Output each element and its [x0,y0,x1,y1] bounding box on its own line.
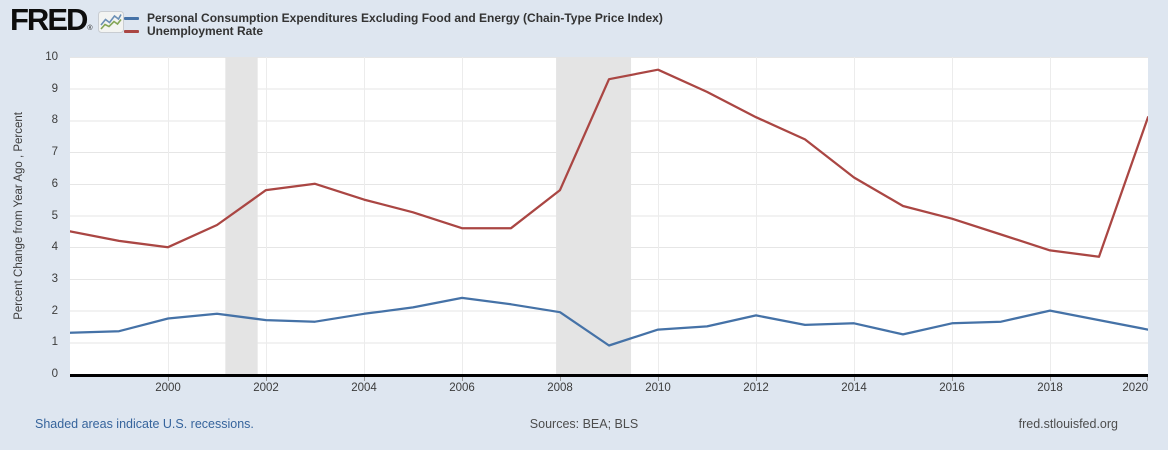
legend: Personal Consumption Expenditures Exclud… [124,12,663,38]
x-tick-mark [1147,377,1148,381]
y-tick-label: 3 [51,272,58,285]
x-axis-line [70,374,1148,377]
series-line-0[interactable] [68,296,1150,347]
x-tick-label: 2018 [1037,382,1063,394]
x-tick-label: 2012 [743,382,769,394]
y-tick-label: 2 [51,304,58,317]
x-tick-mark [266,377,267,381]
recession-band [556,57,632,374]
series-line-1[interactable] [68,68,1150,258]
x-tick-mark [756,377,757,381]
registered-trademark: ® [87,25,93,32]
x-tick-mark [168,377,169,381]
legend-label: Unemployment Rate [147,24,264,38]
legend-item-unemployment[interactable]: Unemployment Rate [124,25,663,38]
x-tick-label: 2000 [155,382,181,394]
footer: Shaded areas indicate U.S. recessions. S… [0,417,1168,437]
x-tick-label: 2008 [547,382,573,394]
y-tick-label: 10 [45,51,58,63]
x-axis-tick-labels: 2000 2002 2004 2006 2008 2010 2012 2014 2016 2018… [70,377,1148,397]
line-chart-icon [97,11,124,33]
site-url-text: fred.stlouisfed.org [1018,417,1118,431]
x-tick-label: 2010 [645,382,671,394]
sources-text: Sources: BEA; BLS [529,417,639,431]
chart-svg [68,57,1150,374]
y-tick-label: 7 [51,146,58,159]
x-tick-mark [560,377,561,381]
y-tick-label: 9 [51,82,58,95]
y-axis-tick-labels: 0 1 2 3 4 5 6 7 8 9 10 [0,51,58,380]
x-tick-mark [1050,377,1051,381]
legend-item-pce[interactable]: Personal Consumption Expenditures Exclud… [124,12,663,25]
y-tick-label: 6 [51,177,58,190]
x-tick-label: 2006 [449,382,475,394]
x-tick-mark [364,377,365,381]
recession-note-link[interactable]: Shaded areas indicate U.S. recessions. [35,417,254,431]
legend-line-swatch-red [124,30,139,33]
fred-logo-text: FRED [10,2,88,37]
legend-line-swatch-blue [124,17,139,20]
x-tick-mark [462,377,463,381]
x-tick-label: 2002 [253,382,279,394]
fred-logo[interactable]: FRED ® [10,2,124,37]
x-tick-label: 2016 [939,382,965,394]
y-tick-label: 8 [51,114,58,127]
x-tick-label: 2004 [351,382,377,394]
x-tick-mark [658,377,659,381]
x-tick-label: 2020 [1122,382,1148,394]
x-tick-mark [854,377,855,381]
y-tick-label: 1 [51,336,58,349]
y-tick-label: 4 [51,241,58,254]
y-tick-label: 0 [51,368,58,380]
x-tick-label: 2014 [841,382,867,394]
plot-area[interactable] [68,57,1150,374]
y-tick-label: 5 [51,209,58,222]
x-tick-mark [952,377,953,381]
legend-label: Personal Consumption Expenditures Exclud… [147,11,663,25]
